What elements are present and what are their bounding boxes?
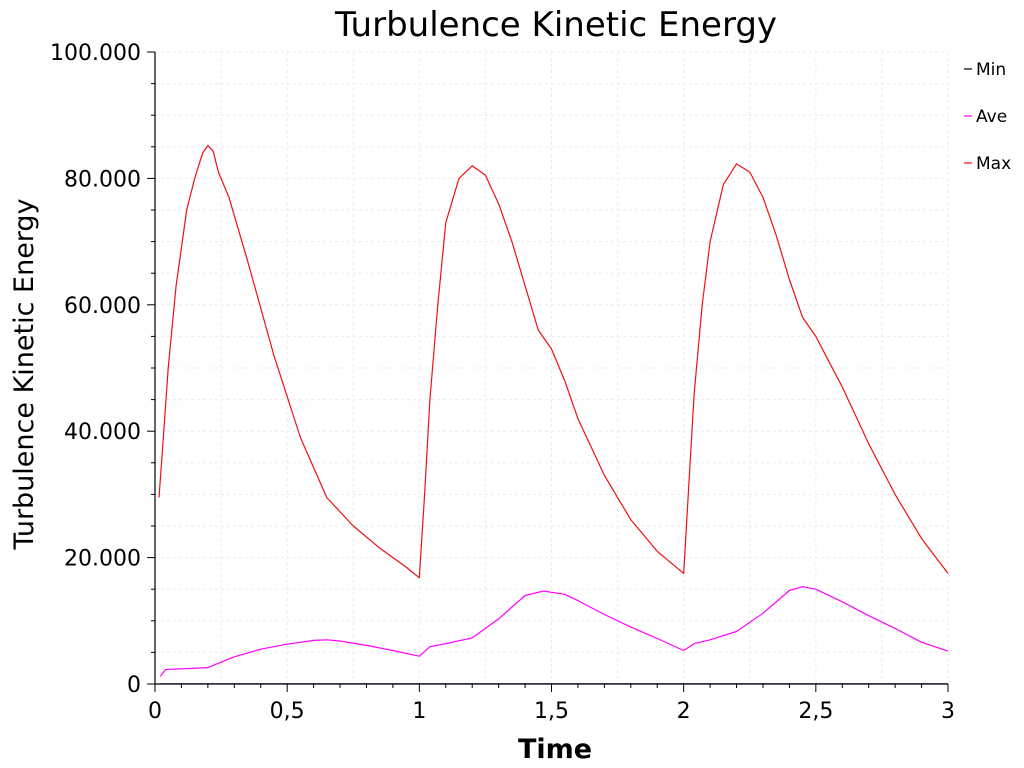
- ticks-layer: 0 20.000 40.000 60.000 80.000 100.000 0 0,5 1 1,5…: [50, 41, 955, 724]
- y-axis-title: Turbulence Kinetic Energy: [9, 198, 40, 550]
- x-tick-label: 1: [412, 699, 426, 724]
- x-tick-label: 3: [941, 699, 955, 724]
- series-line-ave: [159, 586, 949, 677]
- x-axis-title: Time: [518, 734, 592, 765]
- chart-title: Turbulence Kinetic Energy: [334, 5, 777, 45]
- legend-label-min: Min: [976, 60, 1006, 80]
- legend-label-max: Max: [976, 154, 1011, 174]
- y-tick-label: 40.000: [64, 420, 141, 445]
- legend: Min Ave Max: [964, 60, 1011, 174]
- y-tick-label: 100.000: [50, 41, 141, 66]
- x-tick-label: 0: [148, 699, 162, 724]
- x-tick-label: 2: [677, 699, 691, 724]
- x-tick-label: 2,5: [798, 699, 833, 724]
- y-tick-label: 80.000: [64, 167, 141, 192]
- x-tick-label: 0,5: [270, 699, 305, 724]
- y-tick-label: 0: [127, 673, 141, 698]
- series-line-max: [158, 144, 949, 579]
- x-tick-label: 1,5: [534, 699, 569, 724]
- y-tick-label: 20.000: [64, 547, 141, 572]
- legend-label-ave: Ave: [976, 107, 1007, 127]
- grid-layer: [154, 51, 949, 685]
- y-tick-label: 60.000: [64, 294, 141, 319]
- series-layer: [158, 144, 949, 685]
